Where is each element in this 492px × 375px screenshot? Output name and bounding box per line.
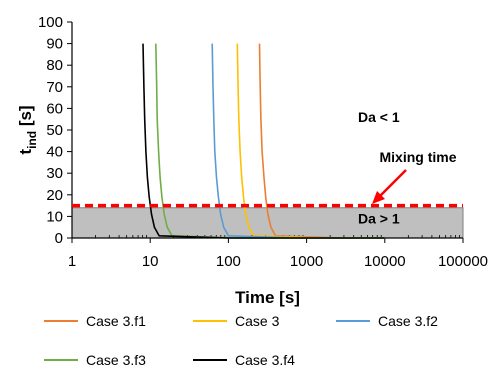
y-tick-label: 70 <box>46 79 63 96</box>
y-tick-label: 50 <box>46 122 63 139</box>
x-tick-label: 100 <box>216 253 241 270</box>
y-tick-label: 60 <box>46 100 63 117</box>
x-axis-title: Time [s] <box>235 288 300 307</box>
series-line-3 <box>211 43 385 239</box>
x-tick-label: 1 <box>68 253 76 270</box>
y-tick-label: 20 <box>46 187 63 204</box>
legend-label-1: Case 3.f1 <box>86 313 146 329</box>
y-axis-title: tind [s] <box>16 105 39 154</box>
y-tick-label: 0 <box>55 230 63 247</box>
y-tick-label: 100 <box>38 14 63 31</box>
mixing-time-arrow-head <box>372 191 385 204</box>
legend-label-3: Case 3.f2 <box>378 313 438 329</box>
legend: Case 3.f1 Case 3 Case 3.f2 Case 3.f3 Case 3.… <box>44 313 438 368</box>
legend-label-5: Case 3.f4 <box>235 352 295 368</box>
y-tick-label: 90 <box>46 36 63 53</box>
x-tick-label: 100000 <box>438 253 488 270</box>
y-tick-label: 40 <box>46 144 63 161</box>
mixing-time-label: Mixing time <box>379 149 456 165</box>
series-line-5 <box>142 43 385 239</box>
y-axis-title-subscript: ind <box>25 131 39 149</box>
x-tick-label: 10000 <box>364 253 406 270</box>
legend-label-2: Case 3 <box>235 313 280 329</box>
annotation-1: Da < 1 <box>358 109 400 125</box>
x-tick-label: 1000 <box>290 253 323 270</box>
y-axis-title-unit: [s] <box>16 105 35 131</box>
annotation-2: Da > 1 <box>358 211 400 227</box>
y-tick-label: 10 <box>46 208 63 225</box>
y-tick-label: 30 <box>46 165 63 182</box>
x-tick-label: 10 <box>142 253 159 270</box>
legend-label-4: Case 3.f3 <box>86 352 146 368</box>
mixing-time-arrow-shaft <box>377 169 407 199</box>
y-tick-label: 80 <box>46 57 63 74</box>
y-axis-title-main: t <box>16 149 35 155</box>
